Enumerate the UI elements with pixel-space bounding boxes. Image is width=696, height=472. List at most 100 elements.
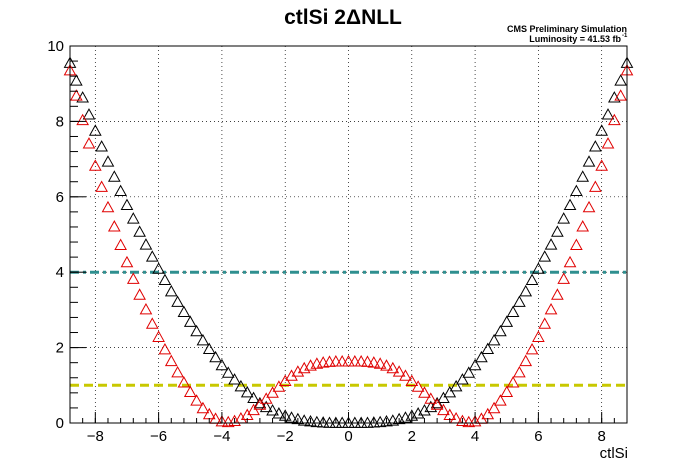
data-point-series-1	[88, 159, 102, 171]
data-point-series-0	[532, 262, 545, 274]
data-point-series-1	[361, 355, 374, 367]
data-point-series-0	[158, 273, 172, 286]
data-point-series-0	[285, 411, 298, 423]
data-point-series-0	[443, 385, 457, 398]
data-point-series-0	[462, 366, 476, 378]
data-point-series-1	[335, 355, 349, 367]
data-point-series-0	[589, 140, 602, 152]
data-point-series-1	[190, 394, 203, 406]
data-point-series-1	[259, 392, 273, 404]
data-point-series-1	[544, 302, 558, 315]
data-point-series-1	[107, 220, 121, 232]
x-axis-title: ctlSi	[600, 445, 628, 462]
data-point-series-1	[228, 414, 241, 427]
data-point-series-1	[437, 403, 450, 416]
data-point-series-1	[266, 386, 279, 398]
data-point-series-1	[285, 369, 298, 381]
data-point-series-1	[101, 200, 115, 213]
y-tick-label: 0	[56, 415, 64, 432]
data-point-series-1	[171, 365, 184, 378]
x-tick-label: 8	[598, 428, 606, 445]
data-point-series-1	[582, 200, 596, 213]
data-point-series-1	[506, 376, 520, 388]
x-tick-label: 2	[408, 428, 416, 445]
data-point-series-0	[88, 124, 102, 136]
data-point-series-0	[215, 358, 229, 371]
data-point-series-1	[95, 180, 108, 192]
data-point-series-0	[304, 414, 317, 427]
data-point-series-0	[164, 284, 178, 297]
data-point-series-1	[272, 380, 286, 392]
data-point-series-1	[323, 355, 336, 367]
data-point-series-0	[69, 74, 83, 86]
data-point-series-0	[494, 324, 507, 337]
data-point-series-1	[82, 137, 96, 149]
data-point-series-0	[468, 358, 482, 371]
x-tick-label: 4	[471, 428, 479, 445]
data-point-series-1	[601, 137, 615, 149]
data-point-series-1	[145, 317, 159, 329]
data-point-series-1	[494, 394, 507, 406]
y-tick-label: 4	[56, 264, 64, 281]
data-point-series-1	[215, 414, 229, 427]
data-point-series-1	[405, 374, 419, 387]
data-point-series-1	[253, 398, 267, 410]
data-point-series-1	[354, 355, 368, 367]
data-point-series-0	[240, 385, 254, 398]
data-point-series-1	[487, 401, 501, 414]
data-point-series-0	[513, 295, 526, 307]
y-tick-label: 6	[56, 189, 64, 206]
data-point-series-0	[133, 225, 146, 237]
data-point-series-1	[120, 255, 134, 268]
data-point-series-1	[373, 357, 387, 369]
data-point-series-1	[392, 365, 406, 377]
data-point-series-0	[107, 170, 121, 182]
data-point-series-1	[133, 288, 146, 300]
data-point-series-1	[158, 342, 172, 355]
data-point-series-1	[386, 361, 400, 374]
data-point-series-1	[399, 369, 412, 381]
data-point-series-0	[101, 155, 115, 167]
axis-ticks	[69, 45, 628, 424]
data-point-series-0	[177, 305, 191, 318]
data-point-series-1	[563, 255, 577, 268]
data-point-series-0	[171, 295, 184, 307]
data-point-series-1	[196, 401, 210, 414]
data-point-series-0	[500, 315, 514, 327]
data-point-series-0	[487, 333, 501, 346]
data-point-series-1	[614, 89, 628, 101]
data-point-series-1	[576, 220, 590, 232]
data-point-series-1	[607, 113, 621, 126]
data-point-series-1	[183, 385, 197, 397]
data-point-series-0	[544, 238, 558, 250]
data-point-series-0	[139, 238, 153, 250]
y-tick-label: 10	[47, 38, 64, 55]
data-point-series-0	[519, 284, 533, 297]
data-point-series-1	[164, 354, 178, 367]
data-point-series-0	[145, 250, 159, 262]
tick-labels: −8 −6 −4 −2 0 2 4 6 8 0 2 4 6 8 10	[47, 38, 606, 445]
data-point-series-1	[76, 113, 90, 126]
data-point-series-1	[532, 330, 545, 342]
data-point-series-0	[538, 250, 552, 262]
data-point-series-1	[380, 359, 393, 371]
data-point-series-0	[316, 416, 330, 428]
data-point-series-1	[570, 238, 583, 250]
data-point-series-0	[234, 379, 248, 392]
data-point-series-0	[95, 140, 108, 152]
data-point-series-1	[551, 288, 564, 300]
data-point-series-0	[418, 404, 431, 416]
data-point-series-0	[449, 379, 463, 392]
data-point-series-0	[506, 305, 520, 318]
data-point-series-1	[342, 355, 355, 367]
y-tick-label: 8	[56, 113, 64, 130]
data-point-series-0	[126, 212, 140, 224]
data-point-series-0	[361, 416, 374, 428]
luminosity-superscript: -1	[622, 33, 628, 39]
data-point-series-0	[266, 404, 279, 416]
data-point-series-0	[557, 212, 571, 224]
data-point-series-0	[367, 416, 381, 428]
data-point-series-0	[291, 412, 305, 425]
data-point-series-0	[354, 416, 368, 428]
data-point-series-0	[576, 170, 590, 182]
